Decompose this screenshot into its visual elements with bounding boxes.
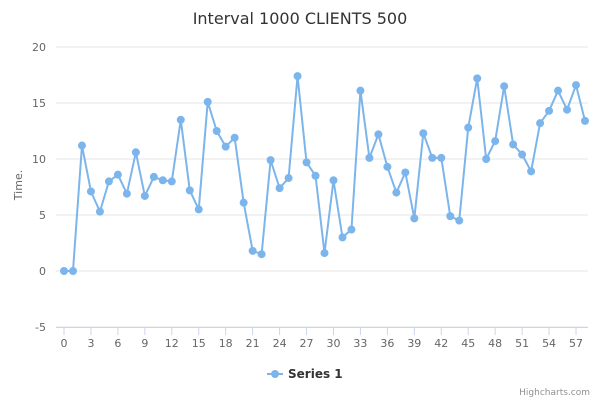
x-tick-label: 57 [569, 337, 583, 350]
data-point[interactable] [266, 156, 275, 165]
y-axis-title: Time. [12, 170, 25, 201]
data-point[interactable] [347, 225, 356, 234]
data-point[interactable] [500, 82, 509, 91]
data-point[interactable] [194, 205, 203, 214]
data-point[interactable] [203, 97, 212, 106]
legend-symbol-marker [271, 370, 279, 378]
data-point[interactable] [302, 158, 311, 167]
x-tick-label: 51 [515, 337, 529, 350]
x-tick-label: 12 [165, 337, 179, 350]
x-tick-label: 39 [407, 337, 421, 350]
data-point[interactable] [104, 177, 113, 186]
data-point[interactable] [149, 172, 158, 181]
data-point[interactable] [383, 162, 392, 171]
data-point[interactable] [401, 168, 410, 177]
x-tick-label: 33 [353, 337, 367, 350]
data-point[interactable] [239, 198, 248, 207]
data-point[interactable] [95, 207, 104, 216]
data-point[interactable] [311, 171, 320, 180]
x-tick-label: 36 [380, 337, 394, 350]
credits-link[interactable]: Highcharts.com [519, 388, 590, 398]
data-point[interactable] [230, 133, 239, 142]
data-point[interactable] [581, 116, 589, 125]
data-point[interactable] [140, 191, 149, 200]
data-point[interactable] [419, 129, 428, 138]
legend-label: Series 1 [288, 367, 343, 381]
data-point[interactable] [554, 86, 563, 95]
data-point[interactable] [464, 123, 473, 132]
x-tick-label: 18 [219, 337, 233, 350]
data-point[interactable] [527, 167, 536, 176]
data-point[interactable] [428, 153, 437, 162]
data-point[interactable] [158, 176, 167, 185]
x-tick-label: 48 [488, 337, 502, 350]
x-tick-label: 21 [246, 337, 260, 350]
data-point[interactable] [248, 246, 257, 255]
x-tick-label: 45 [461, 337, 475, 350]
data-point[interactable] [473, 74, 482, 83]
y-tick-label: 20 [32, 41, 46, 54]
x-tick-label: 6 [114, 337, 121, 350]
data-point[interactable] [446, 212, 455, 221]
grid-lines [56, 46, 588, 328]
x-tick-label: 54 [542, 337, 556, 350]
x-tick-label: 24 [273, 337, 287, 350]
data-point[interactable] [518, 150, 527, 159]
data-point[interactable] [131, 148, 140, 157]
data-point[interactable] [77, 141, 86, 150]
x-tick-label: 9 [141, 337, 148, 350]
x-axis: 0 3 6 9 12 15 18 21 24 27 30 33 36 39 42 45 48 51 54 57 [56, 327, 588, 350]
data-point[interactable] [293, 72, 302, 81]
x-tick-label: 27 [300, 337, 314, 350]
y-axis: -5 0 5 10 15 20 [32, 41, 46, 334]
legend[interactable]: Series 1 [267, 367, 343, 381]
series-line [63, 75, 586, 272]
x-tick-label: 15 [192, 337, 206, 350]
x-tick-label: 42 [434, 337, 448, 350]
data-point[interactable] [563, 105, 572, 114]
chart-title: Interval 1000 CLIENTS 500 [193, 9, 408, 28]
data-point[interactable] [536, 119, 545, 128]
data-point[interactable] [284, 174, 293, 183]
data-point[interactable] [60, 267, 68, 275]
data-point[interactable] [86, 187, 95, 196]
y-tick-label: 5 [39, 209, 46, 222]
data-point[interactable] [320, 249, 329, 258]
data-point[interactable] [68, 267, 77, 275]
data-point[interactable] [437, 153, 446, 162]
data-point[interactable] [491, 137, 500, 146]
x-tick-label: 30 [326, 337, 340, 350]
data-point[interactable] [374, 130, 383, 139]
data-point[interactable] [176, 115, 185, 124]
data-point[interactable] [221, 142, 230, 151]
data-point[interactable] [329, 176, 338, 185]
data-point[interactable] [275, 184, 284, 193]
data-point[interactable] [392, 188, 401, 197]
data-point[interactable] [455, 216, 464, 225]
data-point[interactable] [356, 86, 365, 95]
data-point[interactable] [113, 170, 122, 179]
data-point[interactable] [572, 81, 581, 90]
x-tick-label: 3 [87, 337, 94, 350]
data-point[interactable] [482, 155, 491, 163]
x-tick-label: 0 [61, 337, 68, 350]
data-point[interactable] [212, 127, 221, 135]
y-tick-label: 10 [32, 153, 46, 166]
data-point[interactable] [167, 177, 176, 186]
data-point[interactable] [545, 106, 554, 115]
data-point[interactable] [365, 153, 374, 162]
data-point[interactable] [185, 186, 194, 195]
data-point[interactable] [338, 233, 347, 242]
y-tick-label: 15 [32, 97, 46, 110]
data-point[interactable] [410, 214, 419, 223]
data-point[interactable] [122, 189, 131, 198]
series-layer [60, 72, 589, 275]
y-tick-label: 0 [39, 265, 46, 278]
data-point[interactable] [509, 140, 518, 149]
data-point[interactable] [257, 250, 266, 259]
y-tick-label: -5 [35, 321, 46, 334]
